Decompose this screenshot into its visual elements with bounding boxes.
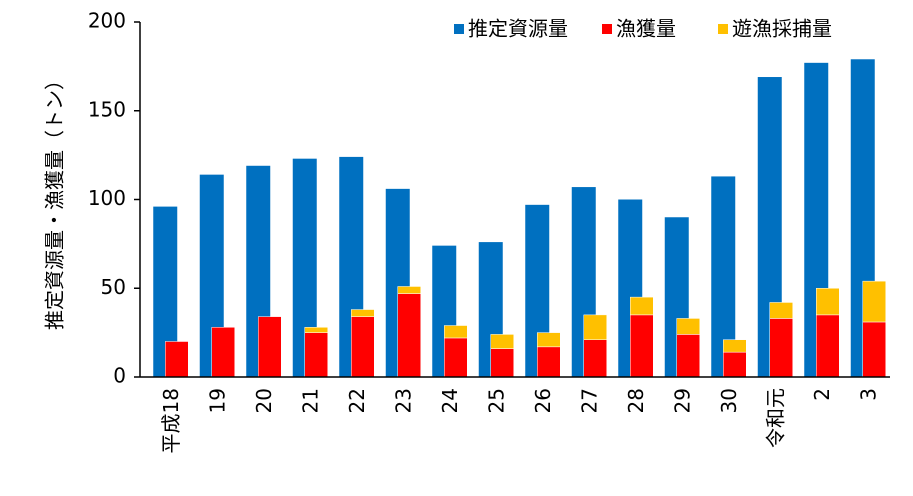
x-tick-label: 27 <box>577 388 601 413</box>
x-tick-label: 19 <box>205 388 229 413</box>
x-tick-label: 23 <box>391 388 415 413</box>
bar <box>676 334 700 378</box>
bar <box>816 314 840 378</box>
x-tick-label: 21 <box>298 388 322 413</box>
bar <box>676 318 700 335</box>
x-tick-label: 26 <box>531 388 555 413</box>
bar <box>258 316 282 378</box>
bar <box>351 316 375 378</box>
y-tick-label: 0 <box>113 364 126 388</box>
x-tick-label: 2 <box>810 388 834 401</box>
legend-swatch <box>718 24 728 34</box>
x-tick-label: 3 <box>856 388 880 401</box>
x-tick-label: 30 <box>717 388 741 413</box>
y-axis-title: 推定資源量・漁獲量（トン） <box>43 70 67 330</box>
bar <box>769 302 793 319</box>
y-tick-label: 200 <box>88 9 126 33</box>
bar <box>537 332 561 348</box>
bar <box>304 332 328 378</box>
bar <box>630 314 654 378</box>
x-tick-label: 平成18 <box>159 388 183 453</box>
bar <box>816 288 840 316</box>
x-tick-label: 22 <box>345 388 369 413</box>
legend-label: 遊漁採捕量 <box>732 17 832 41</box>
bar <box>630 296 654 316</box>
bar <box>211 327 235 378</box>
x-tick-label: 25 <box>484 388 508 413</box>
legend-swatch <box>454 24 464 34</box>
x-tick-label: 令和元 <box>763 388 787 448</box>
bar <box>490 348 514 378</box>
x-tick-label: 28 <box>624 388 648 413</box>
x-tick-label: 29 <box>670 388 694 413</box>
bar <box>537 346 561 378</box>
y-tick-label: 100 <box>88 186 126 210</box>
bar <box>165 341 189 378</box>
bar <box>304 327 328 333</box>
legend-label: 漁獲量 <box>616 17 676 41</box>
bar <box>723 351 747 378</box>
y-tick-label: 50 <box>101 275 126 299</box>
y-tick-label: 150 <box>88 97 126 121</box>
bar <box>769 318 793 378</box>
bar <box>397 286 421 294</box>
bar <box>862 321 886 378</box>
bar <box>444 337 468 378</box>
legend-swatch <box>602 24 612 34</box>
bar <box>723 339 747 353</box>
bar <box>490 334 514 349</box>
bar <box>583 314 607 340</box>
legend-label: 推定資源量 <box>468 17 568 41</box>
bar <box>583 339 607 378</box>
x-tick-label: 20 <box>252 388 276 413</box>
bar <box>397 293 421 378</box>
bar <box>351 309 375 317</box>
bar <box>862 280 886 323</box>
x-tick-label: 24 <box>438 388 462 413</box>
bar <box>444 325 468 339</box>
